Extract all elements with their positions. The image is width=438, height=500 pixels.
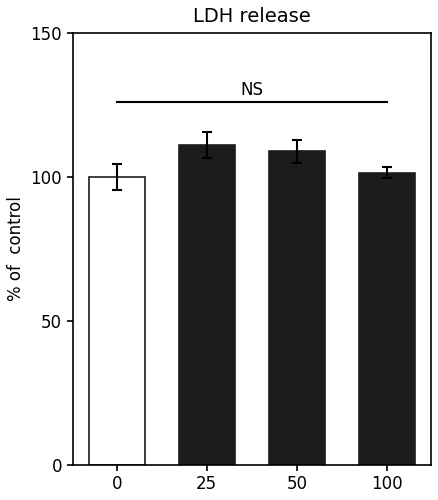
Bar (269, 151, 325, 464)
Bar (179, 146, 235, 465)
Bar (359, 172, 415, 465)
Title: LDH release: LDH release (193, 7, 311, 26)
Y-axis label: % of  control: % of control (7, 196, 25, 302)
Text: NS: NS (240, 81, 263, 99)
Bar (89, 177, 145, 465)
